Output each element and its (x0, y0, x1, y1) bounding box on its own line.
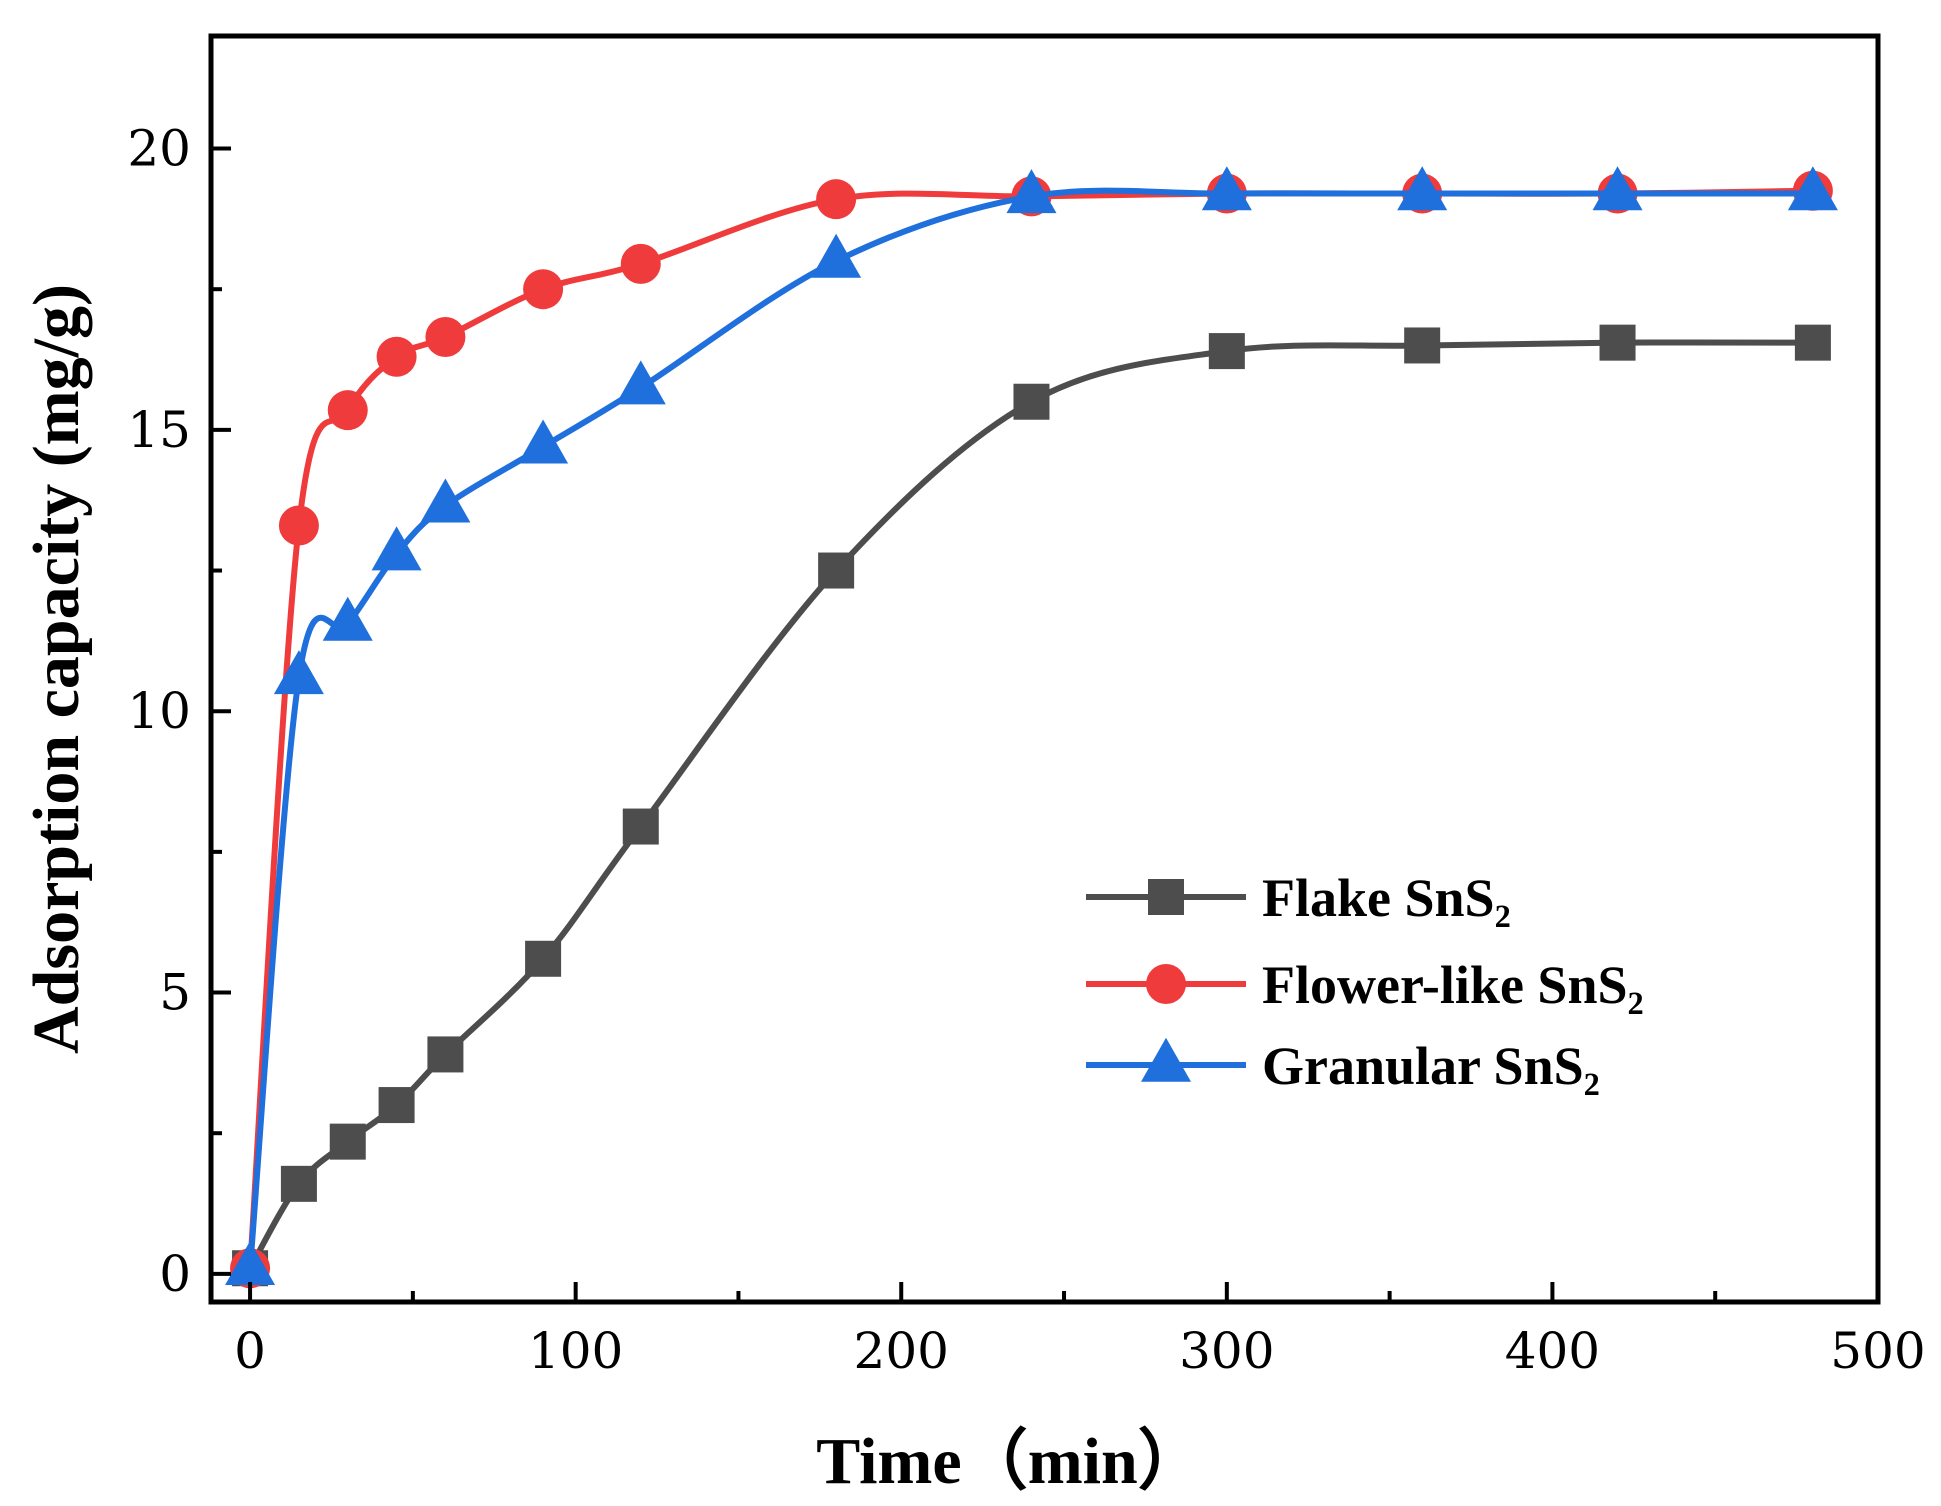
data-point-flower-like (278, 505, 319, 546)
legend-label-flake: Flake SnS₂ (1262, 868, 1511, 928)
data-point-flake (427, 1036, 464, 1073)
data-point-flower-like (523, 269, 564, 310)
plot-frame (208, 33, 1881, 1305)
data-point-flower-like (425, 317, 466, 358)
y-tick-label: 15 (127, 401, 191, 459)
x-tick-label: 500 (1830, 1322, 1925, 1380)
data-point-granular (811, 233, 862, 278)
y-tick-label: 10 (127, 682, 191, 740)
data-point-granular (1201, 166, 1252, 211)
x-tick-label: 300 (1179, 1322, 1274, 1380)
data-point-granular (1006, 169, 1057, 214)
x-axis-title: Time（min） (816, 1424, 1203, 1498)
legend-line-flake (1086, 879, 1246, 915)
y-tick-label: 0 (159, 1245, 191, 1303)
x-tick-label: 400 (1505, 1322, 1600, 1380)
data-point-granular (420, 478, 471, 523)
legend-item-granular: Granular SnS₂ (1086, 1036, 1600, 1096)
data-point-flake (1404, 327, 1441, 364)
legend-label-flower-like: Flower-like SnS₂ (1262, 955, 1644, 1015)
data-point-granular (1397, 166, 1448, 211)
y-tick-label: 20 (127, 120, 191, 178)
legend-item-flake: Flake SnS₂ (1086, 868, 1511, 928)
data-point-flake (525, 940, 562, 977)
data-point-flake (1794, 324, 1831, 361)
data-point-granular (518, 419, 569, 464)
legend-marker (1148, 879, 1184, 915)
x-tick-label: 100 (528, 1322, 623, 1380)
data-point-flake (378, 1087, 415, 1124)
data-point-flake (1599, 324, 1636, 361)
data-point-flake (280, 1165, 317, 1202)
legend-marker (1141, 1037, 1191, 1082)
data-point-granular (322, 596, 373, 641)
data-point-flake (1208, 333, 1245, 370)
series-layer (225, 166, 1838, 1289)
legend: Flake SnS₂ Flower-like SnS₂ Granular SnS… (1086, 868, 1644, 1096)
data-point-flake (818, 552, 855, 589)
legend-label-granular: Granular SnS₂ (1262, 1036, 1600, 1096)
x-tick-label: 200 (854, 1322, 949, 1380)
legend-marker (1146, 964, 1186, 1004)
data-point-granular (371, 526, 422, 571)
data-point-flake (329, 1123, 366, 1160)
data-point-granular (225, 1240, 276, 1285)
data-point-flake (622, 808, 659, 845)
data-point-granular (615, 360, 666, 405)
y-tick-label: 5 (159, 964, 191, 1022)
x-tick-label: 0 (234, 1322, 266, 1380)
data-point-granular (1787, 166, 1838, 211)
legend-line-granular (1086, 1037, 1246, 1082)
data-point-flower-like (327, 390, 368, 431)
legend-item-flower-like: Flower-like SnS₂ (1086, 955, 1644, 1015)
data-point-flower-like (816, 179, 857, 220)
data-point-flake (1013, 383, 1050, 420)
data-point-flower-like (620, 243, 661, 284)
axis-layer: 0 100 200 300 400 500 0 5 10 15 20 (127, 120, 1925, 1380)
y-axis-title: Adsorption capacity (mg/g) (20, 284, 93, 1054)
series-granular (225, 166, 1838, 1285)
data-point-flower-like (376, 336, 417, 377)
legend-line-flower-like (1086, 964, 1246, 1004)
data-point-granular (1592, 166, 1643, 211)
data-point-granular (273, 650, 324, 695)
